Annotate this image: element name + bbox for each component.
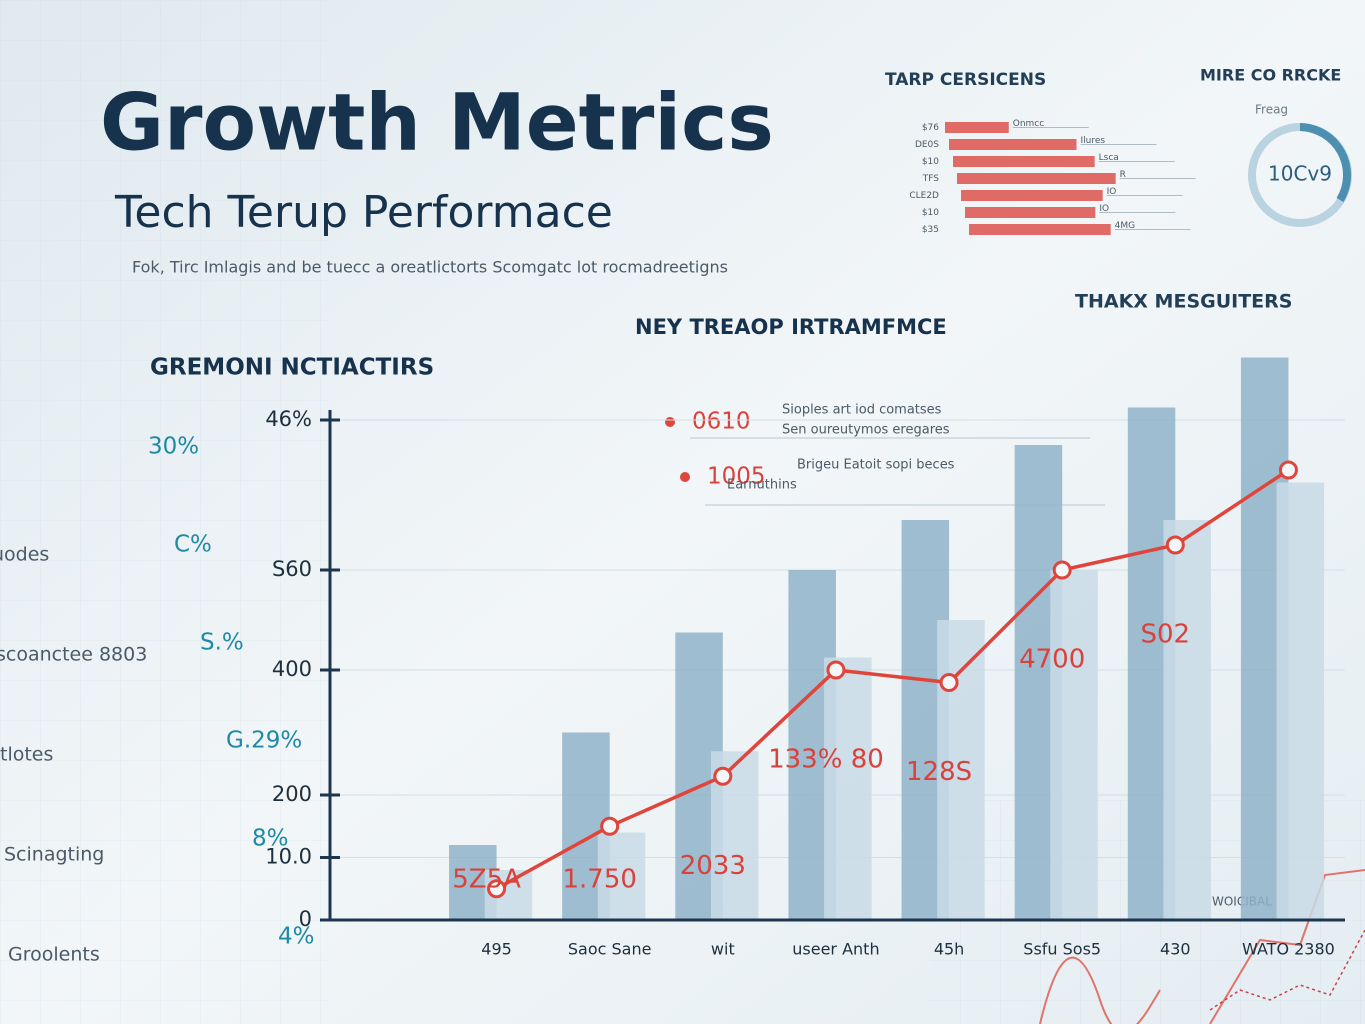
panel-label: scoanctee 8803 bbox=[0, 644, 147, 666]
y-tick-label: $10 bbox=[922, 208, 939, 218]
bar bbox=[1276, 482, 1325, 920]
panel-heading: GREMONI NCTIACTIRS bbox=[150, 355, 434, 381]
bar bbox=[1163, 520, 1211, 920]
callout-text: Sioples art iod comatses bbox=[782, 403, 942, 418]
line-point bbox=[1052, 560, 1072, 580]
gauge-arc bbox=[1299, 123, 1352, 203]
line-point bbox=[600, 816, 620, 836]
bar bbox=[969, 224, 1111, 235]
bar bbox=[957, 173, 1116, 184]
panel-percentage: C% bbox=[174, 532, 212, 558]
annotation: 4700 bbox=[1019, 645, 1085, 675]
panel-label: Groolents bbox=[8, 944, 100, 966]
bar bbox=[953, 156, 1095, 167]
y-tick-label: DE0S bbox=[915, 140, 939, 150]
callout-dot bbox=[665, 417, 675, 427]
page-title: Growth Metrics bbox=[100, 78, 774, 168]
background-grid bbox=[0, 0, 330, 1024]
line-point bbox=[939, 673, 959, 692]
y-tick-label: TFS bbox=[922, 174, 940, 184]
mini-chart-line bbox=[1209, 869, 1365, 1024]
bar-label: Lsca bbox=[1099, 153, 1119, 163]
x-tick-label: useer Anth bbox=[792, 940, 879, 959]
y-tick-label: S60 bbox=[272, 557, 312, 581]
x-tick-label: 495 bbox=[481, 940, 512, 959]
line-point bbox=[713, 766, 733, 786]
bar-label: Ilures bbox=[1081, 136, 1106, 146]
gauge-title: MIRE CO RRCKE bbox=[1200, 66, 1341, 85]
panel-percentage: G.29% bbox=[226, 728, 302, 754]
annotation: 133% 80 bbox=[768, 745, 884, 775]
gauge-subtitle: Freag bbox=[1255, 103, 1288, 117]
y-tick-label: 400 bbox=[272, 657, 312, 681]
bar bbox=[1050, 570, 1098, 920]
bar bbox=[824, 657, 872, 920]
callout-value: 1005 bbox=[707, 464, 766, 490]
line-point bbox=[1165, 535, 1185, 555]
annotation: S02 bbox=[1141, 620, 1191, 650]
x-tick-label: Saoc Sane bbox=[568, 940, 652, 959]
panel-percentage: 8% bbox=[252, 826, 289, 852]
panel-label: Scinagting bbox=[4, 844, 104, 866]
y-tick-label: 0 bbox=[299, 907, 312, 931]
bar-label: 4MG bbox=[1115, 221, 1135, 231]
annotation: 1.750 bbox=[562, 865, 636, 895]
x-tick-label: wit bbox=[711, 940, 735, 959]
bar bbox=[597, 832, 646, 920]
chart-title: NEY TREAOP IRTRAMFMCE bbox=[635, 315, 947, 339]
page-subtitle: Tech Terup Performace bbox=[114, 187, 613, 238]
y-tick-label: 46% bbox=[265, 407, 312, 431]
bar bbox=[965, 207, 1096, 218]
mini-chart-line bbox=[1039, 956, 1161, 1024]
section-heading: THAKX MESGUITERS bbox=[1075, 291, 1292, 313]
line-point bbox=[487, 879, 507, 899]
panel-percentage: 4% bbox=[278, 924, 315, 950]
callout-value: 0610 bbox=[692, 409, 751, 435]
annotation: 128S bbox=[906, 757, 972, 787]
callout-text: Sen oureutymos eregares bbox=[782, 423, 950, 438]
callout-text: Brigeu Eatoit sopi beces bbox=[797, 458, 955, 473]
line-point bbox=[826, 660, 846, 680]
line-point bbox=[1278, 460, 1298, 480]
bar bbox=[949, 139, 1077, 150]
bar-label: R bbox=[1120, 170, 1126, 180]
gauge-value: 10Cv9 bbox=[1268, 162, 1332, 186]
mini-chart-line bbox=[1209, 929, 1365, 1011]
bar bbox=[945, 122, 1009, 133]
callout-text: Earnuthins bbox=[727, 478, 797, 493]
chart-title: TARP CERSICENS bbox=[885, 70, 1046, 90]
x-tick-label: Ssfu Sos5 bbox=[1023, 940, 1101, 959]
y-tick-label: $10 bbox=[922, 157, 939, 167]
y-tick-label: $35 bbox=[922, 225, 939, 235]
bar-label: Onmcc bbox=[1013, 119, 1045, 129]
annotation: 5Z5A bbox=[452, 865, 521, 895]
panel-percentage: 30% bbox=[148, 434, 199, 460]
bar-label: IO bbox=[1099, 204, 1109, 214]
y-tick-label: 200 bbox=[272, 782, 312, 806]
panel-label: tlotes bbox=[0, 744, 53, 766]
line-series bbox=[495, 468, 1290, 891]
annotation: 2033 bbox=[680, 851, 746, 881]
y-tick-label: CLE2D bbox=[909, 191, 939, 201]
x-tick-label: WATO 2380 bbox=[1242, 940, 1335, 959]
y-tick-label: $76 bbox=[922, 123, 939, 133]
bar-label: IO bbox=[1107, 187, 1117, 197]
bar bbox=[961, 190, 1103, 201]
x-tick-label: 430 bbox=[1160, 940, 1191, 959]
x-tick-label: 45h bbox=[934, 940, 965, 959]
page-description: Fok, Tirc Imlagis and be tuecc a oreatli… bbox=[132, 258, 728, 277]
panel-percentage: S.% bbox=[200, 630, 244, 656]
callout-dot bbox=[680, 472, 690, 482]
y-tick-label: 10.0 bbox=[265, 845, 312, 869]
panel-label: uodes bbox=[0, 544, 49, 566]
